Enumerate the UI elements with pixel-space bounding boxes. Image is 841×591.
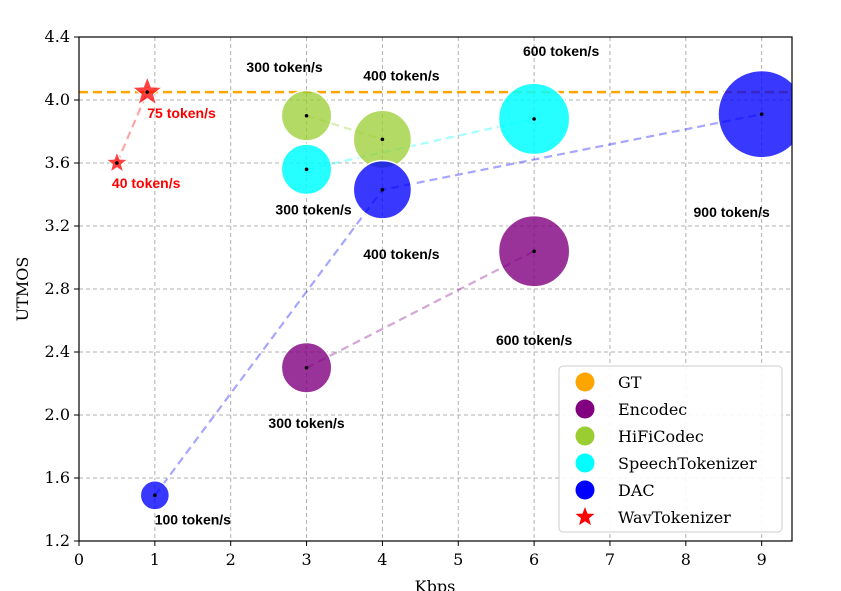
legend: GT Encodec HiFiCodec SpeechTokenizer DAC WavT… xyxy=(558,365,783,533)
center-dot xyxy=(145,90,150,94)
y-tick-label: 2.0 xyxy=(45,405,70,424)
legend-label-hificodec: HiFiCodec xyxy=(618,427,704,446)
center-dot xyxy=(304,167,309,172)
legend-label-speechtokenizer: SpeechTokenizer xyxy=(618,454,757,473)
y-tick-label: 4.0 xyxy=(45,90,70,109)
legend-marker-wavtokenizer xyxy=(575,507,595,526)
bubble-label-dac: 100 token/s xyxy=(155,511,231,527)
bubble-label-hificodec: 400 token/s xyxy=(363,67,439,83)
series-line-wavtokenizer xyxy=(115,91,149,164)
legend-label-gt: GT xyxy=(618,373,642,392)
bubble-label-speechtokenizer: 600 token/s xyxy=(523,43,599,59)
x-tick-label: 5 xyxy=(453,550,463,569)
legend-box xyxy=(558,365,783,533)
bubble-label-encodec: 300 token/s xyxy=(268,415,344,431)
bubble-label-wavtokenizer: 40 token/s xyxy=(112,175,181,191)
y-tick-label: 1.6 xyxy=(45,468,70,487)
y-tick-label: 4.4 xyxy=(45,27,70,46)
center-dot xyxy=(380,187,385,192)
y-tick-label: 1.2 xyxy=(45,531,70,550)
legend-marker-gt xyxy=(575,372,595,392)
center-dot xyxy=(115,161,119,165)
y-tick-label: 2.4 xyxy=(45,342,70,361)
dac-bubble xyxy=(717,69,792,159)
x-tick-label: 0 xyxy=(74,550,84,569)
center-dot xyxy=(380,137,385,142)
y-tick-label: 2.8 xyxy=(45,279,70,298)
bubble-label-dac: 900 token/s xyxy=(694,204,770,220)
x-tick-label: 3 xyxy=(301,550,311,569)
y-axis-title: UTMOS xyxy=(13,257,32,322)
center-dots xyxy=(115,90,764,498)
x-tick-label: 6 xyxy=(529,550,539,569)
center-dot xyxy=(304,113,309,118)
x-tick-label: 7 xyxy=(605,550,615,569)
center-dot xyxy=(532,117,536,121)
legend-marker-hificodec xyxy=(575,426,595,446)
x-tick-label: 8 xyxy=(681,550,691,569)
legend-marker-speechtokenizer xyxy=(575,453,595,473)
y-tick-label: 3.6 xyxy=(45,153,70,172)
legend-label-dac: DAC xyxy=(618,481,655,500)
x-tick-label: 2 xyxy=(226,550,236,569)
bubble-label-dac: 400 token/s xyxy=(363,246,439,262)
bubble-label-speechtokenizer: 300 token/s xyxy=(275,201,351,217)
data-labels: 300 token/s 600 token/s 300 token/s 400 tok… xyxy=(112,43,770,527)
y-tick-label: 3.2 xyxy=(45,216,70,235)
legend-label-encodec: Encodec xyxy=(618,400,687,419)
bubble-label-wavtokenizer: 75 token/s xyxy=(147,105,216,121)
x-tick-label: 4 xyxy=(377,550,387,569)
center-dot xyxy=(532,249,536,253)
x-axis-title: Kbps xyxy=(415,577,456,591)
bubble-label-hificodec: 300 token/s xyxy=(246,59,322,75)
series-line-encodec xyxy=(306,250,535,369)
center-dot xyxy=(304,365,309,370)
legend-marker-encodec xyxy=(575,399,595,419)
x-tick-label: 1 xyxy=(150,550,160,569)
center-dot xyxy=(153,493,157,498)
legend-label-wavtokenizer: WavTokenizer xyxy=(618,508,731,527)
x-tick-label: 9 xyxy=(757,550,767,569)
center-dot xyxy=(759,112,764,116)
bubble-label-encodec: 600 token/s xyxy=(496,332,572,348)
axis-ticks: 0 1 2 3 4 5 6 7 8 9 1.2 1.6 2.0 2.4 2.8 3.2 3.6 4.0 4.4 xyxy=(45,27,767,569)
legend-marker-dac xyxy=(575,480,595,500)
